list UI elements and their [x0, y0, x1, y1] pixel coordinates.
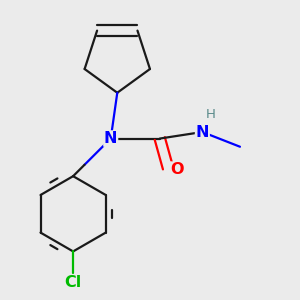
Text: N: N [104, 131, 118, 146]
Text: Cl: Cl [64, 275, 82, 290]
Text: O: O [170, 162, 184, 177]
Text: N: N [196, 124, 209, 140]
Text: H: H [206, 107, 215, 121]
